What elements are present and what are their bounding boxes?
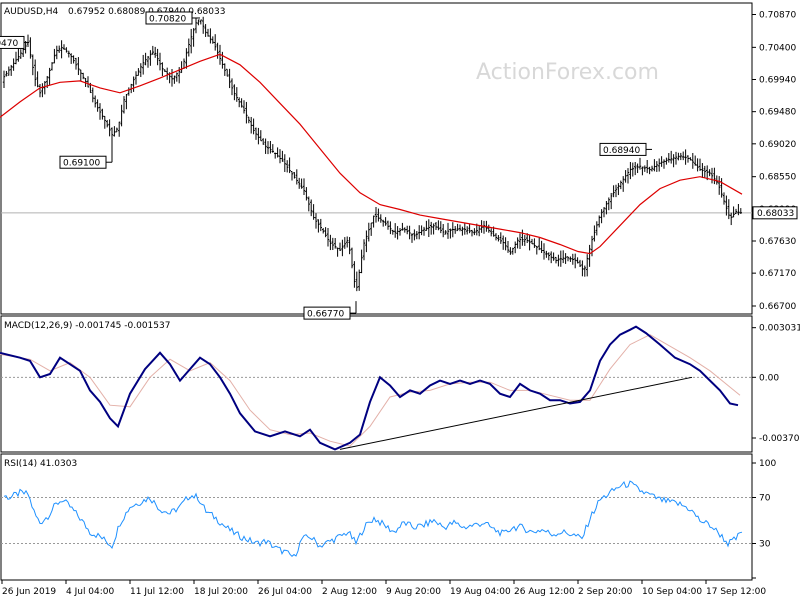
time-tick-label: 18 Jul 20:00 [194, 587, 248, 597]
macd-tick-label: -0.003706 [759, 434, 800, 444]
annotation-label: 0.66770 [307, 310, 344, 320]
time-tick-label: 26 Aug 12:00 [514, 587, 575, 597]
time-axis: 26 Jun 2019 4 Jul 04:00 11 Jul 12:00 18 Jul… [1, 580, 766, 597]
price-tick-label: 0.69940 [759, 76, 796, 86]
rsi-tick-label: 30 [759, 540, 771, 550]
time-tick-label: 11 Jul 12:00 [130, 587, 184, 597]
rsi-series: 100 70 30 [1, 459, 776, 579]
price-tick-label: 0.70400 [759, 43, 796, 53]
moving-average-line [0, 53, 743, 255]
rsi-panel-frame [0, 453, 753, 581]
watermark: ActionForex.com [476, 60, 659, 85]
last-price-box [752, 206, 798, 220]
rsi-line [3, 480, 743, 557]
price-panel-frame [0, 2, 753, 315]
price-annotations: 0.70470 0.70820 0.69100 0.66770 0.68940 [0, 11, 652, 320]
price-bars [2, 16, 742, 292]
macd-tick-label: 0.003031 [759, 324, 800, 334]
macd-line [0, 325, 739, 451]
price-tick-label: 0.69480 [759, 108, 796, 118]
macd-trendline [339, 376, 693, 450]
price-tick-label: 0.67170 [759, 269, 796, 279]
price-tick-label: 0.67630 [759, 237, 796, 247]
time-tick-label: 17 Sep 12:00 [706, 587, 766, 597]
rsi-tick-label: 100 [759, 459, 776, 469]
time-tick-label: 26 Jul 04:00 [258, 587, 312, 597]
rsi-tick-label: 70 [759, 494, 771, 504]
price-axis: 0.70870 0.70400 0.69940 0.69480 0.69020 0.685… [1, 10, 798, 312]
time-tick-label: 10 Sep 04:00 [642, 587, 702, 597]
time-tick-label: 2 Aug 12:00 [322, 587, 377, 597]
time-tick-label: 26 Jun 2019 [2, 587, 56, 597]
time-tick-label: 9 Aug 20:00 [386, 587, 441, 597]
macd-tick-label: 0.00 [759, 373, 779, 383]
price-symbol-label: AUDUSD,H4 [4, 7, 59, 17]
macd-panel-frame [0, 315, 753, 453]
macd-title: MACD(12,26,9) -0.001745 -0.001537 [4, 321, 170, 331]
price-tick-label: 0.69020 [759, 140, 796, 150]
price-tick-label: 0.68550 [759, 173, 796, 183]
time-tick-label: 2 Sep 20:00 [578, 587, 633, 597]
annotation-label: 0.70820 [149, 14, 186, 24]
time-tick-label: 19 Aug 04:00 [450, 587, 511, 597]
price-tick-label: 0.66700 [759, 302, 796, 312]
moving-average [0, 53, 743, 255]
annotation-label: 0.70470 [0, 39, 18, 49]
macd-signal-line [0, 334, 741, 447]
time-tick-label: 4 Jul 04:00 [66, 587, 115, 597]
macd-series: 0.003031 0.00 -0.003706 [0, 324, 800, 451]
annotation-label: 0.68940 [603, 146, 640, 156]
last-price-label: 0.68033 [757, 209, 794, 219]
price-tick-label: 0.70870 [759, 10, 796, 20]
rsi-title: RSI(14) 41.0303 [4, 459, 77, 469]
annotation-label: 0.69100 [63, 159, 100, 169]
